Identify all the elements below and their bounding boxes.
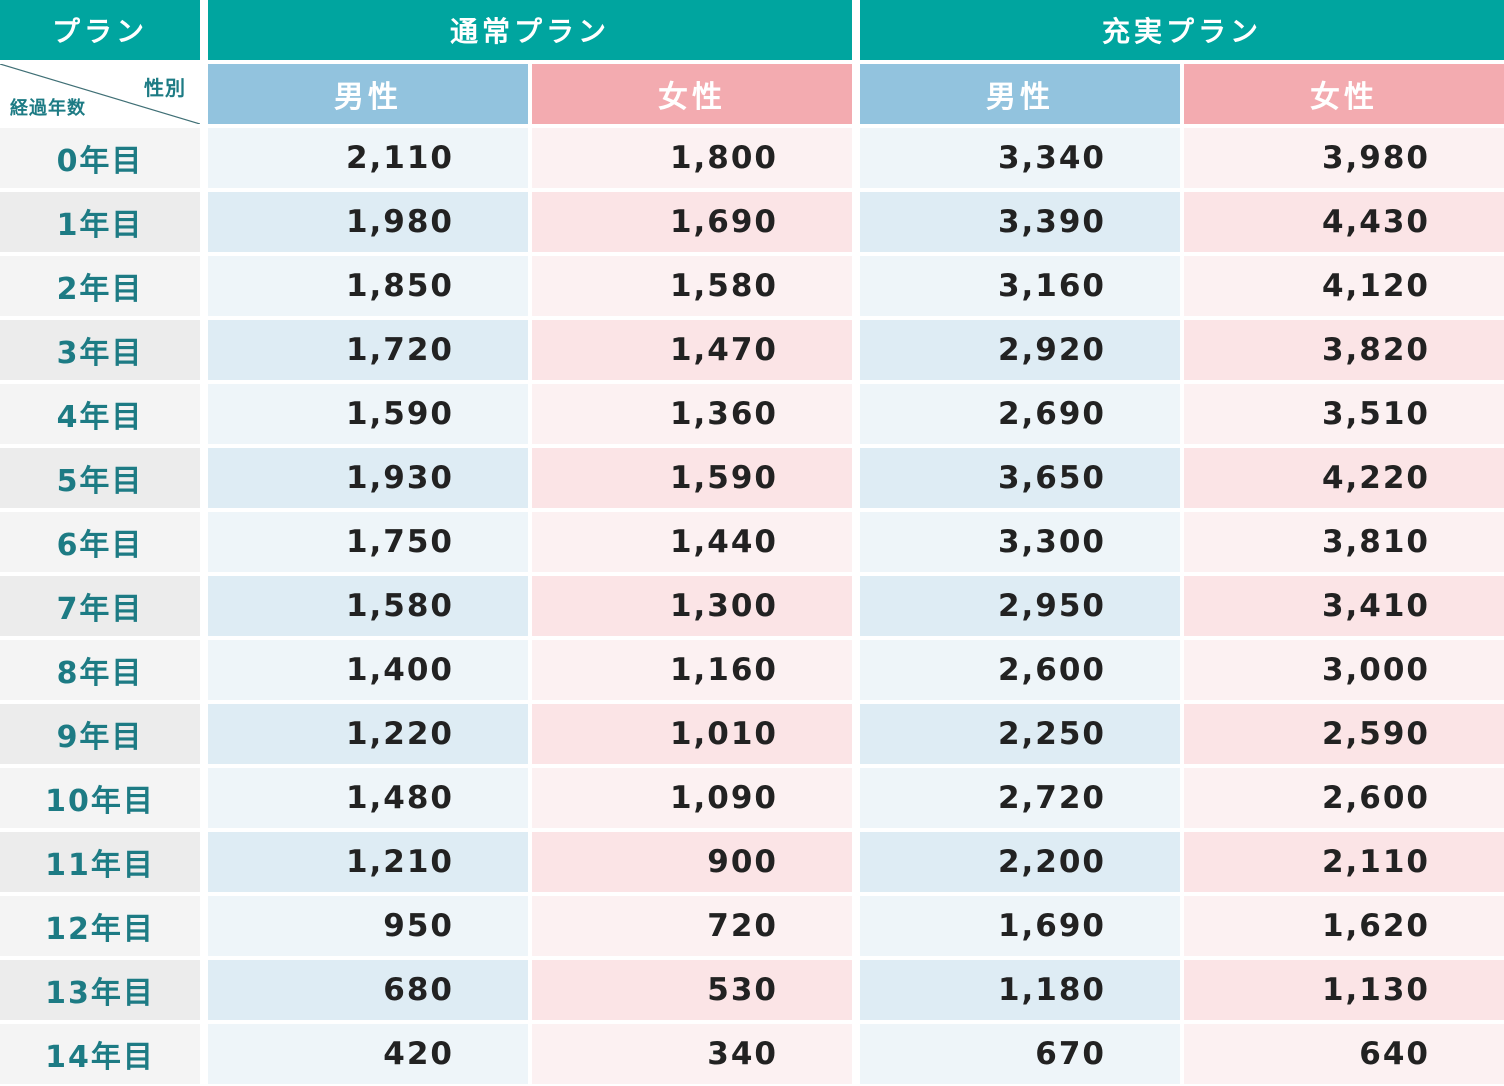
year-cell: 2年目 <box>0 256 200 316</box>
standard-female-cell: 1,440 <box>532 512 852 572</box>
premium-male-cell: 2,950 <box>860 576 1180 636</box>
standard-male-header: 男性 <box>208 64 528 124</box>
premium-male-cell: 3,340 <box>860 128 1180 188</box>
year-cell: 9年目 <box>0 704 200 764</box>
premium-male-cell: 3,160 <box>860 256 1180 316</box>
premium-female-cell: 2,110 <box>1184 832 1504 892</box>
standard-female-header: 女性 <box>532 64 852 124</box>
standard-male-cell: 420 <box>208 1024 528 1084</box>
premium-female-cell: 3,510 <box>1184 384 1504 444</box>
corner-header: 性別 経過年数 <box>0 64 200 124</box>
year-cell: 14年目 <box>0 1024 200 1084</box>
premium-female-cell: 3,000 <box>1184 640 1504 700</box>
standard-male-cell: 1,210 <box>208 832 528 892</box>
premium-female-cell: 2,600 <box>1184 768 1504 828</box>
year-cell: 12年目 <box>0 896 200 956</box>
premium-female-cell: 3,980 <box>1184 128 1504 188</box>
standard-male-cell: 1,980 <box>208 192 528 252</box>
premium-male-cell: 2,720 <box>860 768 1180 828</box>
plan-header-premium: 充実プラン <box>860 0 1504 60</box>
standard-female-cell: 1,800 <box>532 128 852 188</box>
premium-male-cell: 3,300 <box>860 512 1180 572</box>
standard-male-cell: 1,750 <box>208 512 528 572</box>
standard-male-cell: 680 <box>208 960 528 1020</box>
gender-axis-label: 性別 <box>144 76 186 100</box>
standard-male-cell: 1,930 <box>208 448 528 508</box>
standard-female-cell: 1,160 <box>532 640 852 700</box>
year-cell: 3年目 <box>0 320 200 380</box>
standard-female-cell: 530 <box>532 960 852 1020</box>
year-cell: 7年目 <box>0 576 200 636</box>
standard-male-cell: 2,110 <box>208 128 528 188</box>
premium-female-cell: 4,430 <box>1184 192 1504 252</box>
standard-female-cell: 1,690 <box>532 192 852 252</box>
premium-female-cell: 640 <box>1184 1024 1504 1084</box>
premium-female-cell: 4,220 <box>1184 448 1504 508</box>
premium-female-cell: 1,620 <box>1184 896 1504 956</box>
year-cell: 6年目 <box>0 512 200 572</box>
year-cell: 0年目 <box>0 128 200 188</box>
standard-female-cell: 1,010 <box>532 704 852 764</box>
standard-female-cell: 720 <box>532 896 852 956</box>
premium-male-cell: 1,690 <box>860 896 1180 956</box>
premium-male-cell: 3,650 <box>860 448 1180 508</box>
year-cell: 5年目 <box>0 448 200 508</box>
standard-female-cell: 1,590 <box>532 448 852 508</box>
year-cell: 11年目 <box>0 832 200 892</box>
premium-male-cell: 2,200 <box>860 832 1180 892</box>
standard-female-cell: 340 <box>532 1024 852 1084</box>
standard-male-cell: 1,480 <box>208 768 528 828</box>
premium-male-cell: 2,690 <box>860 384 1180 444</box>
premium-male-cell: 2,920 <box>860 320 1180 380</box>
premium-female-header: 女性 <box>1184 64 1504 124</box>
premium-female-cell: 3,810 <box>1184 512 1504 572</box>
standard-female-cell: 1,360 <box>532 384 852 444</box>
standard-female-cell: 1,300 <box>532 576 852 636</box>
standard-male-cell: 1,720 <box>208 320 528 380</box>
years-axis-label: 経過年数 <box>10 98 86 119</box>
standard-female-cell: 1,580 <box>532 256 852 316</box>
year-cell: 8年目 <box>0 640 200 700</box>
premium-female-cell: 1,130 <box>1184 960 1504 1020</box>
premium-male-cell: 1,180 <box>860 960 1180 1020</box>
premium-female-cell: 3,410 <box>1184 576 1504 636</box>
diagonal-divider <box>0 64 200 124</box>
plan-header-standard: 通常プラン <box>208 0 852 60</box>
standard-male-cell: 1,400 <box>208 640 528 700</box>
premium-female-cell: 4,120 <box>1184 256 1504 316</box>
premium-male-cell: 670 <box>860 1024 1180 1084</box>
premium-male-header: 男性 <box>860 64 1180 124</box>
year-cell: 10年目 <box>0 768 200 828</box>
premium-male-cell: 2,600 <box>860 640 1180 700</box>
year-cell: 4年目 <box>0 384 200 444</box>
standard-female-cell: 1,470 <box>532 320 852 380</box>
standard-male-cell: 1,590 <box>208 384 528 444</box>
year-cell: 13年目 <box>0 960 200 1020</box>
standard-female-cell: 1,090 <box>532 768 852 828</box>
premium-male-cell: 2,250 <box>860 704 1180 764</box>
year-cell: 1年目 <box>0 192 200 252</box>
standard-male-cell: 1,580 <box>208 576 528 636</box>
standard-male-cell: 1,850 <box>208 256 528 316</box>
standard-female-cell: 900 <box>532 832 852 892</box>
premium-female-cell: 3,820 <box>1184 320 1504 380</box>
premium-female-cell: 2,590 <box>1184 704 1504 764</box>
standard-male-cell: 1,220 <box>208 704 528 764</box>
premium-male-cell: 3,390 <box>860 192 1180 252</box>
plan-header-label: プラン <box>0 0 200 60</box>
standard-male-cell: 950 <box>208 896 528 956</box>
